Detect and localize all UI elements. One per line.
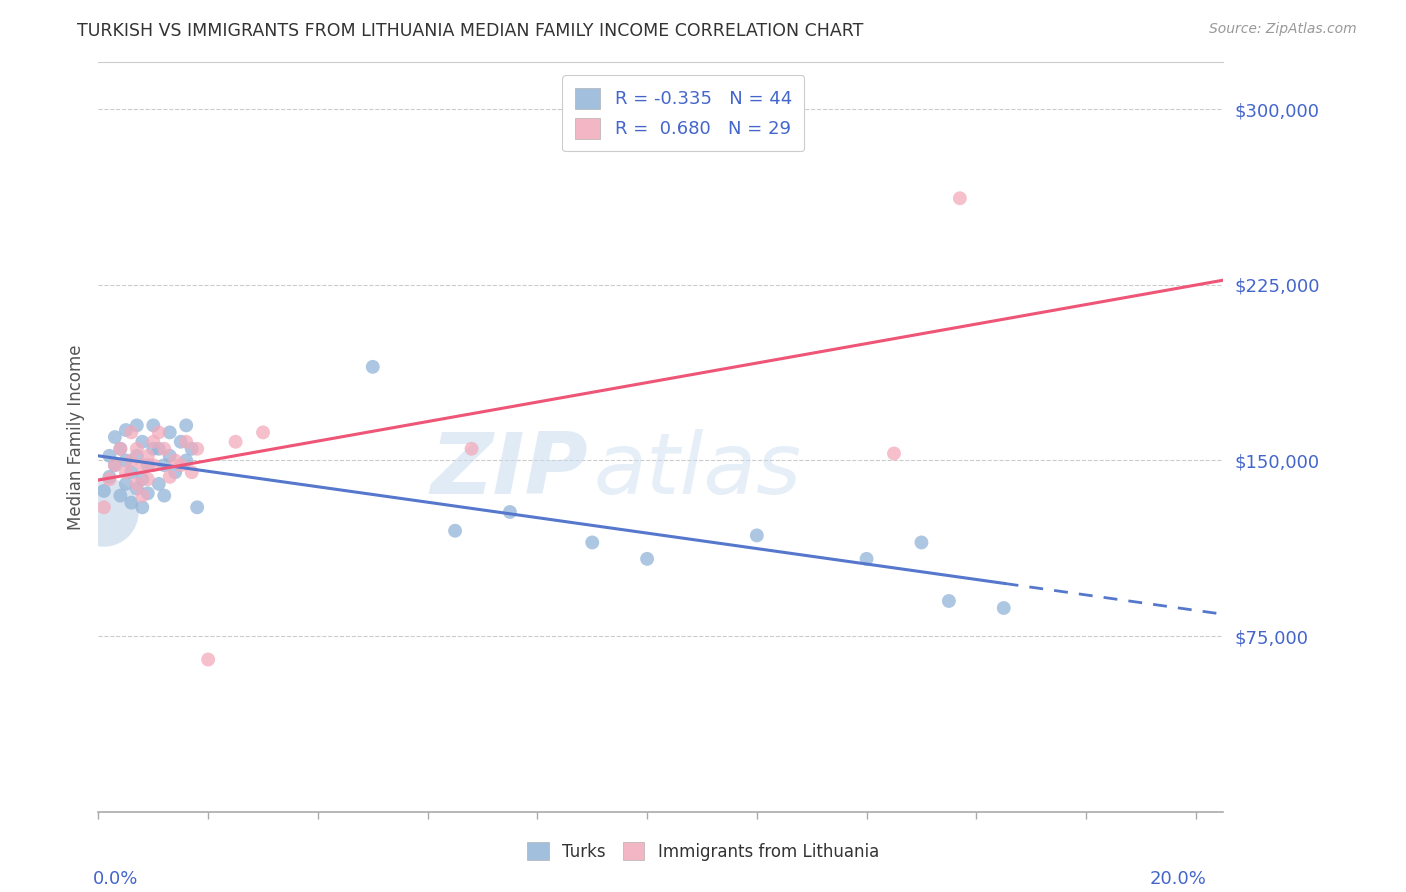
- Text: 0.0%: 0.0%: [93, 871, 138, 888]
- Point: [444, 524, 467, 538]
- Point: [581, 535, 603, 549]
- Point: [136, 458, 159, 473]
- Point: [910, 535, 932, 549]
- Point: [361, 359, 384, 374]
- Point: [883, 446, 905, 460]
- Point: [125, 482, 148, 496]
- Point: [153, 442, 176, 456]
- Point: [125, 449, 148, 463]
- Point: [131, 489, 153, 503]
- Text: TURKISH VS IMMIGRANTS FROM LITHUANIA MEDIAN FAMILY INCOME CORRELATION CHART: TURKISH VS IMMIGRANTS FROM LITHUANIA MED…: [77, 22, 863, 40]
- Point: [745, 528, 768, 542]
- Point: [136, 486, 159, 500]
- Point: [142, 442, 165, 456]
- Point: [104, 458, 127, 473]
- Point: [170, 434, 193, 449]
- Point: [174, 418, 197, 433]
- Point: [136, 472, 159, 486]
- Point: [110, 489, 132, 503]
- Point: [153, 458, 176, 473]
- Point: [159, 470, 181, 484]
- Point: [159, 425, 181, 440]
- Point: [120, 453, 142, 467]
- Point: [142, 458, 165, 473]
- Point: [174, 453, 197, 467]
- Point: [949, 191, 972, 205]
- Point: [131, 434, 153, 449]
- Y-axis label: Median Family Income: Median Family Income: [66, 344, 84, 530]
- Point: [98, 472, 121, 486]
- Point: [104, 458, 127, 473]
- Point: [148, 425, 170, 440]
- Point: [125, 442, 148, 456]
- Point: [142, 418, 165, 433]
- Point: [993, 601, 1015, 615]
- Legend: R = -0.335   N = 44, R =  0.680   N = 29: R = -0.335 N = 44, R = 0.680 N = 29: [562, 75, 804, 152]
- Point: [115, 465, 138, 479]
- Point: [110, 442, 132, 456]
- Legend: Turks, Immigrants from Lithuania: Turks, Immigrants from Lithuania: [520, 836, 886, 868]
- Point: [125, 476, 148, 491]
- Point: [153, 489, 176, 503]
- Point: [186, 442, 208, 456]
- Point: [131, 458, 153, 473]
- Point: [120, 425, 142, 440]
- Point: [115, 423, 138, 437]
- Point: [115, 453, 138, 467]
- Point: [938, 594, 960, 608]
- Point: [93, 505, 115, 519]
- Point: [165, 465, 187, 479]
- Point: [110, 442, 132, 456]
- Point: [636, 551, 658, 566]
- Point: [165, 453, 187, 467]
- Point: [125, 418, 148, 433]
- Point: [460, 442, 482, 456]
- Point: [180, 465, 202, 479]
- Point: [186, 500, 208, 515]
- Point: [197, 652, 219, 666]
- Point: [120, 465, 142, 479]
- Point: [170, 458, 193, 473]
- Point: [148, 476, 170, 491]
- Text: Source: ZipAtlas.com: Source: ZipAtlas.com: [1209, 22, 1357, 37]
- Point: [131, 500, 153, 515]
- Point: [98, 449, 121, 463]
- Point: [104, 430, 127, 444]
- Point: [499, 505, 522, 519]
- Point: [159, 449, 181, 463]
- Point: [93, 483, 115, 498]
- Text: atlas: atlas: [593, 429, 801, 512]
- Point: [174, 434, 197, 449]
- Point: [120, 496, 142, 510]
- Point: [180, 442, 202, 456]
- Point: [136, 449, 159, 463]
- Point: [142, 434, 165, 449]
- Point: [98, 470, 121, 484]
- Point: [93, 500, 115, 515]
- Text: 20.0%: 20.0%: [1150, 871, 1206, 888]
- Point: [855, 551, 877, 566]
- Point: [148, 442, 170, 456]
- Point: [225, 434, 247, 449]
- Point: [252, 425, 274, 440]
- Point: [131, 472, 153, 486]
- Point: [115, 476, 138, 491]
- Text: ZIP: ZIP: [430, 429, 588, 512]
